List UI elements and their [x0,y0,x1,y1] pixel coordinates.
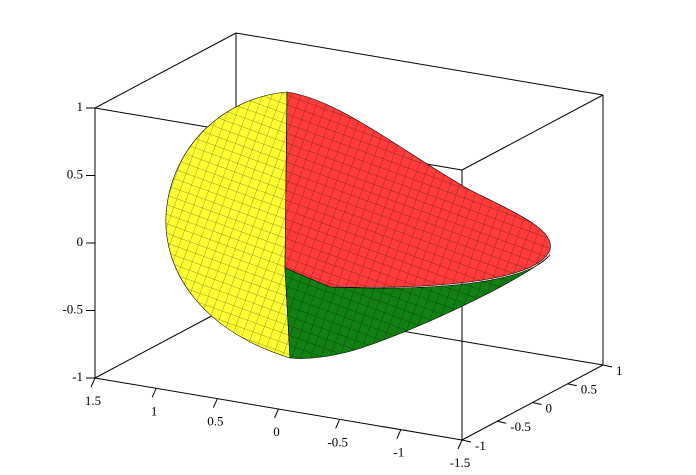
x-tick-label: 0.5 [207,414,223,429]
y-tick-label: -0.5 [510,419,531,434]
x-tick [457,439,463,450]
x-tick [274,408,279,419]
surface [165,91,551,359]
box-edge [94,32,237,109]
x-tick-label: -1.5 [450,455,471,470]
x-tick [90,377,96,388]
z-tick-label: 1 [77,99,84,114]
z-tick-label: 0.5 [67,166,83,181]
y-tick [497,420,507,424]
y-tick-label: 0.5 [581,382,597,397]
x-tick [212,398,218,408]
y-tick-label: -1 [475,438,486,453]
box-front: 1.5 1 0.5 0 -0.5 -1 -1.5 -1 -0.5 0 0.5 1 -1 -0.5 0 0.5 1 [62,99,622,470]
z-tick-label: -0.5 [62,301,83,316]
y-tick-label: 0 [546,400,553,415]
z-tick-label: 0 [77,234,84,249]
box-edge [235,32,604,96]
y-tick [461,439,472,443]
x-tick-label: 0 [273,424,280,439]
y-tick [532,402,542,405]
x-tick [335,419,341,429]
x-tick-label: 1.5 [85,393,101,408]
x-tick-label: -1 [393,445,404,460]
x-tick-label: 1 [151,403,158,418]
surface-mesh [165,92,551,359]
x-tick [151,388,157,398]
z-tick-label: -1 [72,369,83,384]
y-tick-label: 1 [616,363,623,378]
box-edge [461,94,604,171]
y-tick [567,383,577,387]
x-tick [396,429,402,439]
y-tick [602,364,613,368]
x-tick-label: -0.5 [327,434,348,449]
